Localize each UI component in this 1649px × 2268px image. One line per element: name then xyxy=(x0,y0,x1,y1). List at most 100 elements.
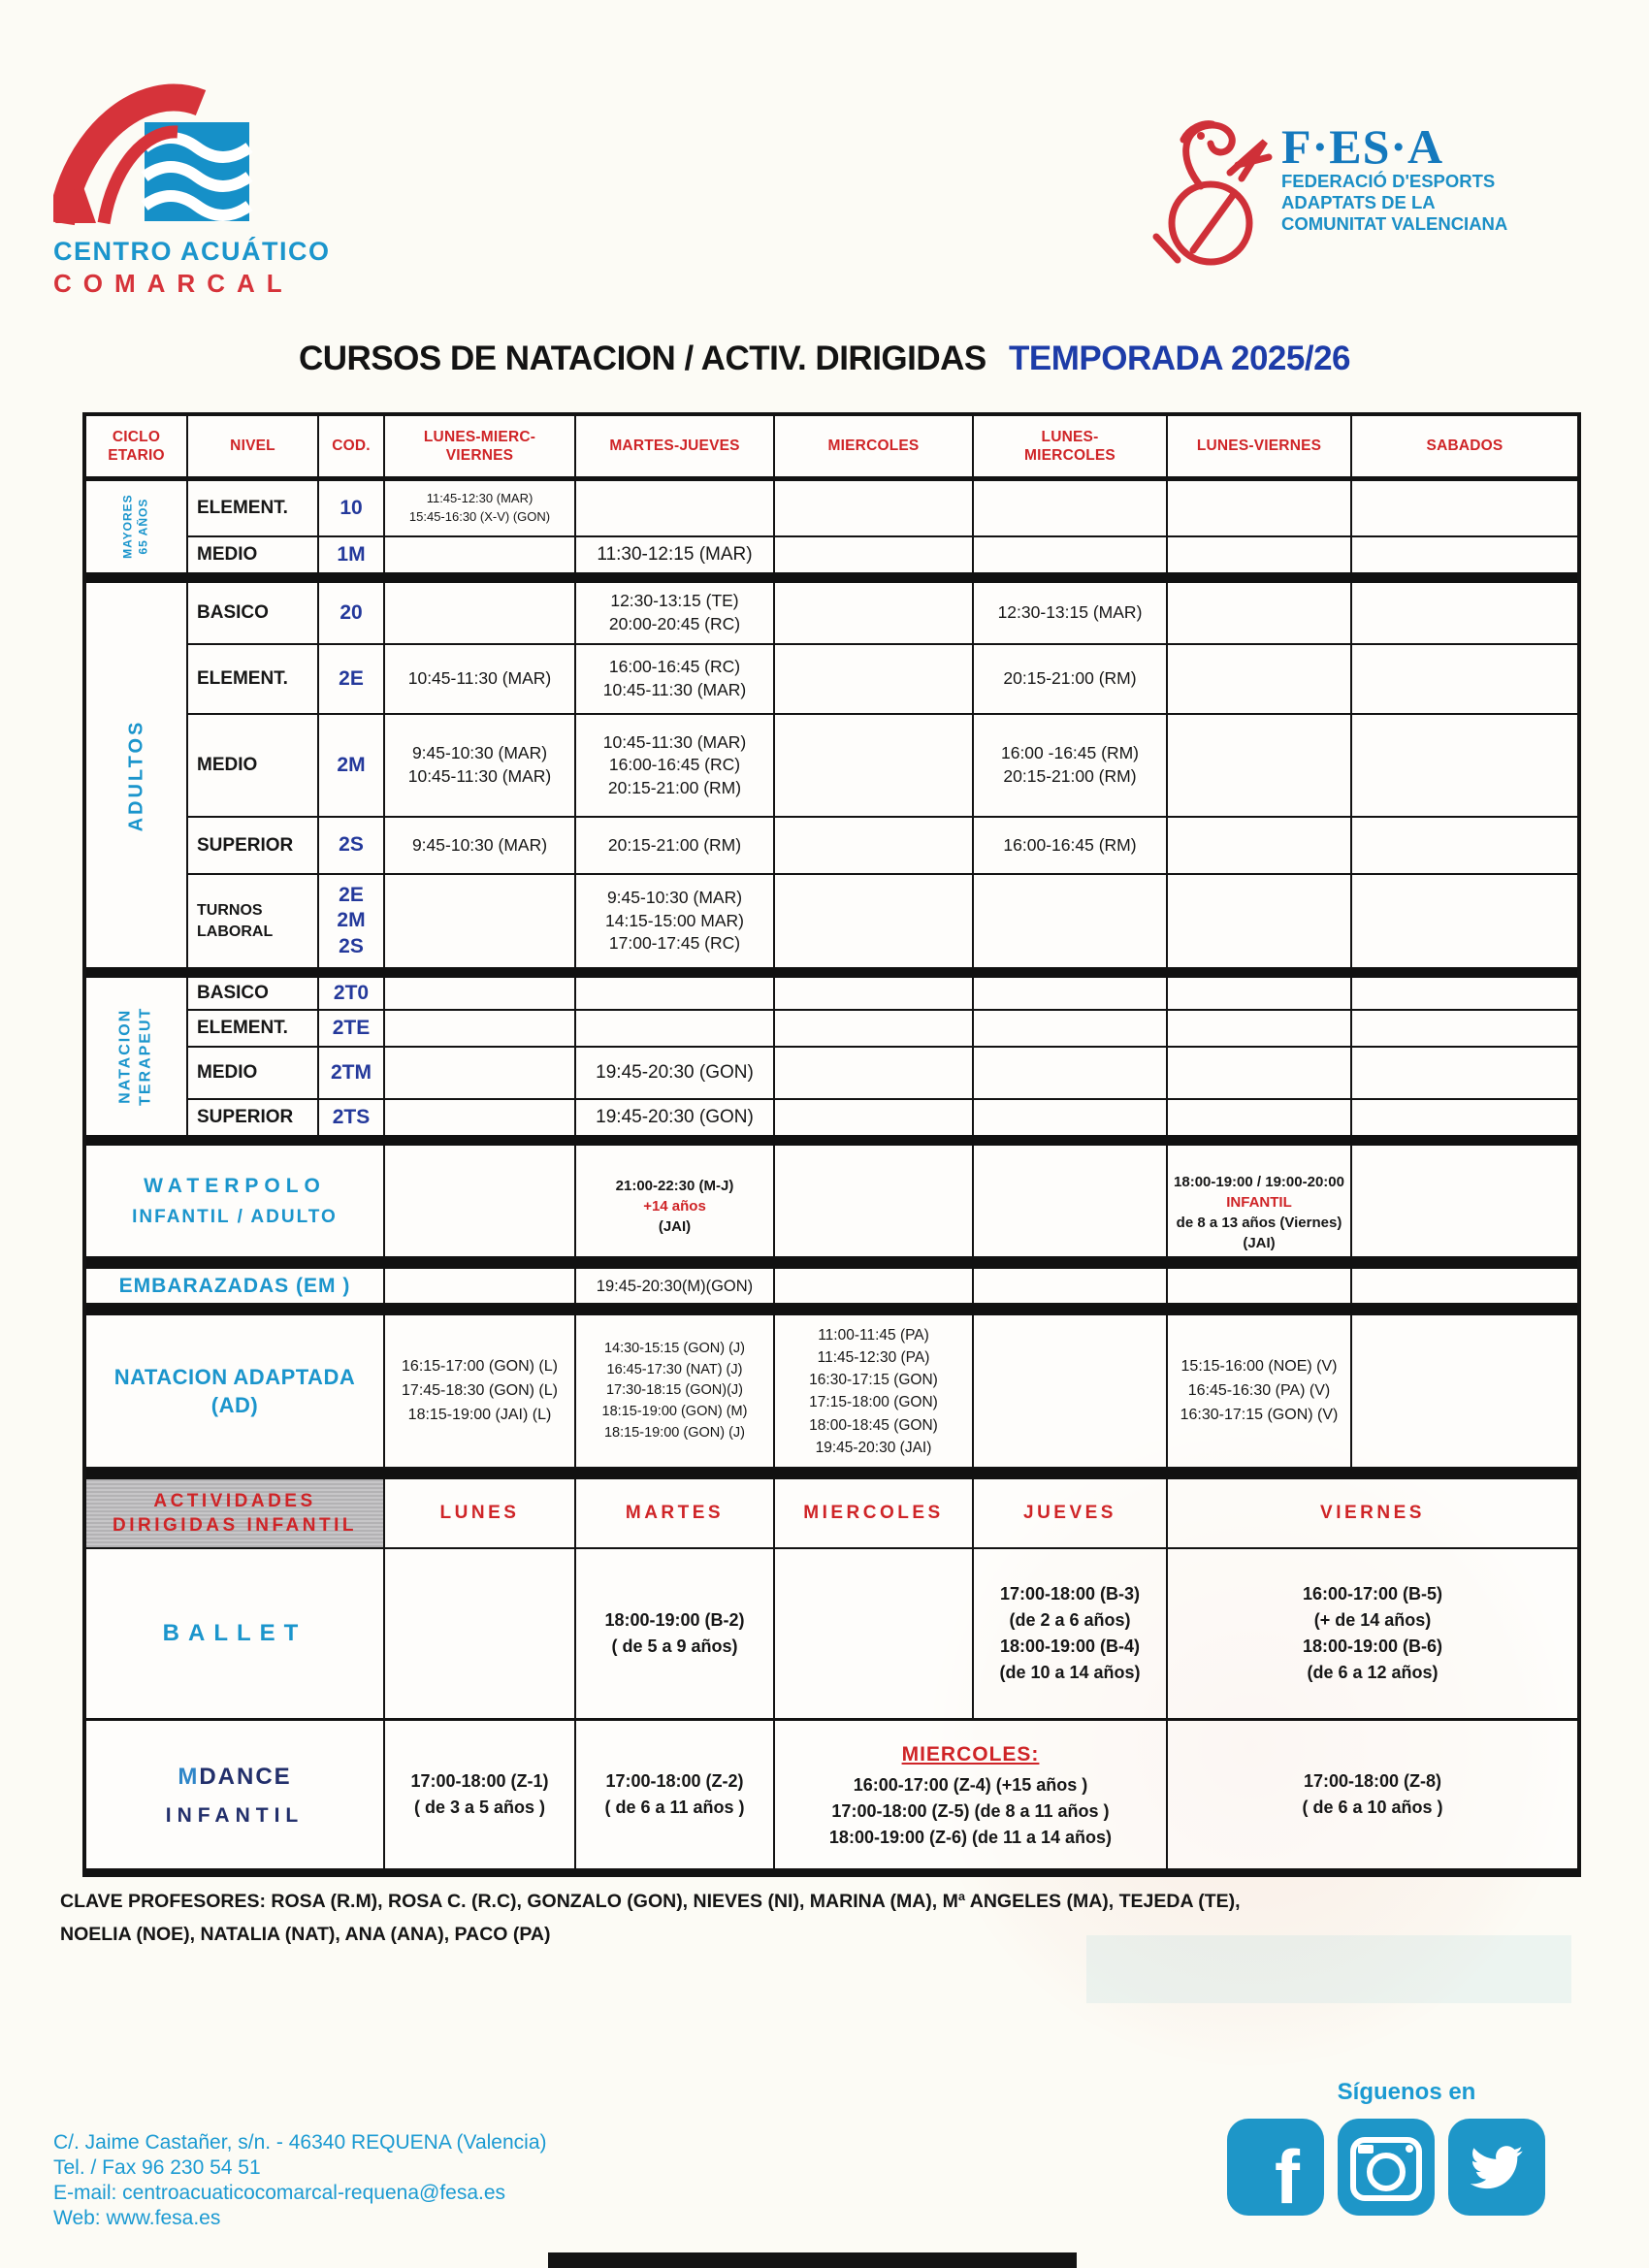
code-cell: 2TM xyxy=(319,1048,385,1099)
code-cell: 2E xyxy=(319,645,385,713)
group-label-cell: ADULTOS xyxy=(86,583,188,967)
mdance-miercoles-heading: MIERCOLES: xyxy=(901,1743,1040,1766)
instagram-icon[interactable] xyxy=(1338,2119,1435,2216)
footer-web: Web: www.fesa.es xyxy=(53,2207,221,2229)
section-divider xyxy=(86,572,1577,583)
activities-header-row: ACTIVIDADES DIRIGIDAS INFANTIL LUNES MAR… xyxy=(86,1479,1577,1550)
follow-us-label: Síguenos en xyxy=(1337,2079,1476,2105)
time-cell xyxy=(1352,481,1577,535)
section-divider xyxy=(86,1469,1577,1480)
row-waterpolo: WATERPOLO INFANTIL / ADULTO 21:00-22:30 … xyxy=(86,1146,1577,1259)
time-cell xyxy=(1352,1100,1577,1135)
time-cell xyxy=(1352,1315,1577,1467)
time-cell xyxy=(1352,1269,1577,1303)
waterpolo-infantil-note: INFANTIL xyxy=(1226,1194,1292,1212)
table-row: TURNOS LABORAL 2E 2M 2S 9:45-10:30 (MAR)… xyxy=(188,875,1577,967)
adaptada-lv-cell: 15:15-16:00 (NOE) (V) 16:45-16:30 (PA) (… xyxy=(1168,1315,1352,1468)
fesa-subline-1: FEDERACIÓ D'ESPORTS xyxy=(1281,171,1496,191)
time-cell xyxy=(775,978,974,1010)
time-cell xyxy=(576,1011,775,1047)
waterpolo-teacher: (JAI) xyxy=(658,1218,692,1236)
time-cell xyxy=(775,875,974,967)
waterpolo-martes-jueves-cell: 21:00-22:30 (M-J) +14 años (JAI) xyxy=(576,1146,775,1257)
time-cell: 19:45-20:30 (GON) xyxy=(576,1048,775,1099)
time-cell xyxy=(974,537,1168,572)
title-main: CURSOS DE NATACION / ACTIV. DIRIGIDAS xyxy=(298,340,986,377)
time-cell xyxy=(1168,537,1352,572)
waterpolo-age-note: +14 años xyxy=(643,1198,706,1215)
mdance-label-cell: MDANCE INFANTIL xyxy=(86,1721,385,1869)
waterpolo-label-line2: INFANTIL / ADULTO xyxy=(132,1206,338,1227)
time-cell: 11:30-12:15 (MAR) xyxy=(576,537,775,572)
mdance-initial: M xyxy=(178,1763,200,1790)
time-cell xyxy=(1168,1269,1352,1304)
time-cell xyxy=(974,1048,1168,1099)
code-cell: 1M xyxy=(319,537,385,572)
footer-contact-block: C/. Jaime Castañer, s/n. - 46340 REQUENA… xyxy=(53,2130,547,2231)
fesa-logo-block: F·ES·A FEDERACIÓ D'ESPORTS ADAPTATS DE L… xyxy=(1145,114,1507,279)
waterpolo-label-line1: WATERPOLO xyxy=(144,1175,326,1198)
time-cell xyxy=(1168,1048,1352,1099)
level-cell: MEDIO xyxy=(188,715,319,816)
time-cell: 9:45-10:30 (MAR) 10:45-11:30 (MAR) xyxy=(385,715,576,816)
time-cell: 16:00-16:45 (RM) xyxy=(974,818,1168,873)
table-row: MEDIO 2TM 19:45-20:30 (GON) xyxy=(188,1048,1577,1101)
level-cell: TURNOS LABORAL xyxy=(188,875,319,967)
time-cell xyxy=(1352,1011,1577,1046)
table-header-row: CICLO ETARIO NIVEL COD. LUNES-MIERC- VIE… xyxy=(86,416,1577,481)
mdance-rest: DANCE xyxy=(199,1763,292,1790)
time-cell xyxy=(775,481,974,535)
column-header-ciclo-etario: CICLO ETARIO xyxy=(86,416,188,476)
code-cell: 2M xyxy=(319,715,385,816)
activities-title: ACTIVIDADES DIRIGIDAS INFANTIL xyxy=(86,1479,385,1548)
mdance-lunes-cell: 17:00-18:00 (Z-1) ( de 3 a 5 años ) xyxy=(385,1721,576,1869)
centro-acuatico-logo-icon xyxy=(48,83,253,226)
time-cell xyxy=(385,1146,576,1257)
column-header-cod: COD. xyxy=(319,416,385,476)
time-cell xyxy=(775,1549,974,1719)
time-cell xyxy=(1352,1146,1577,1256)
time-cell xyxy=(775,715,974,816)
time-cell xyxy=(974,1269,1168,1304)
fesa-dragon-icon xyxy=(1152,120,1273,266)
waterpolo-label: WATERPOLO INFANTIL / ADULTO xyxy=(86,1146,385,1257)
footer-email: E-mail: centroacuaticocomarcal-requena@f… xyxy=(53,2182,506,2204)
mdance-label-line2: INFANTIL xyxy=(165,1803,305,1827)
time-cell: 19:45-20:30 (GON) xyxy=(576,1100,775,1136)
time-cell xyxy=(385,1048,576,1099)
code-cell: 2TE xyxy=(319,1011,385,1047)
adaptada-mj-cell: 14:30-15:15 (GON) (J) 16:45-17:30 (NAT) … xyxy=(576,1315,775,1468)
time-cell xyxy=(1352,875,1577,967)
facebook-icon[interactable]: f xyxy=(1227,2119,1324,2216)
section-adultos: ADULTOS BASICO 20 12:30-13:15 (TE) 20:00… xyxy=(86,583,1577,967)
time-cell xyxy=(385,978,576,1010)
time-cell xyxy=(775,645,974,713)
time-cell xyxy=(974,1100,1168,1136)
time-cell xyxy=(385,875,576,967)
time-cell: 20:15-21:00 (RM) xyxy=(576,818,775,873)
time-cell: 16:00 -16:45 (RM) 20:15-21:00 (RM) xyxy=(974,715,1168,816)
adaptada-label: NATACION ADAPTADA (AD) xyxy=(86,1315,385,1468)
column-header-lm: LUNES- MIERCOLES xyxy=(974,416,1168,476)
column-header-lv: LUNES-VIERNES xyxy=(1168,416,1352,476)
time-cell xyxy=(1352,715,1577,816)
time-cell xyxy=(385,537,576,572)
row-mdance: MDANCE INFANTIL 17:00-18:00 (Z-1) ( de 3… xyxy=(86,1721,1577,1869)
centro-acuatico-brand: CENTRO ACUÁTICO COMARCAL xyxy=(48,76,373,299)
mdance-miercoles-jueves-cell: MIERCOLES: 16:00-17:00 (Z-4) (+15 años )… xyxy=(775,1721,1168,1869)
scan-watermark xyxy=(1086,1935,1571,2003)
mdance-miercoles-times: 16:00-17:00 (Z-4) (+15 años ) 17:00-18:0… xyxy=(828,1774,1113,1847)
footer-address: C/. Jaime Castañer, s/n. - 46340 REQUENA… xyxy=(53,2131,547,2154)
code-cell: 20 xyxy=(319,583,385,643)
table-row: SUPERIOR 2TS 19:45-20:30 (GON) xyxy=(188,1100,1577,1136)
twitter-icon[interactable] xyxy=(1448,2119,1545,2216)
social-icons: f xyxy=(1227,2119,1545,2216)
code-cell: 2TS xyxy=(319,1100,385,1136)
row-ballet: BALLET 18:00-19:00 (B-2) ( de 5 a 9 años… xyxy=(86,1549,1577,1722)
fesa-subline-2: ADAPTATS DE LA xyxy=(1281,192,1436,212)
time-cell xyxy=(1168,583,1352,643)
time-cell xyxy=(775,583,974,643)
group-label-terapeut: NATACION TERAPEUT xyxy=(116,1007,154,1107)
waterpolo-time: 21:00-22:30 (M-J) xyxy=(615,1178,734,1195)
table-row: MEDIO 2M 9:45-10:30 (MAR) 10:45-11:30 (M… xyxy=(188,715,1577,818)
